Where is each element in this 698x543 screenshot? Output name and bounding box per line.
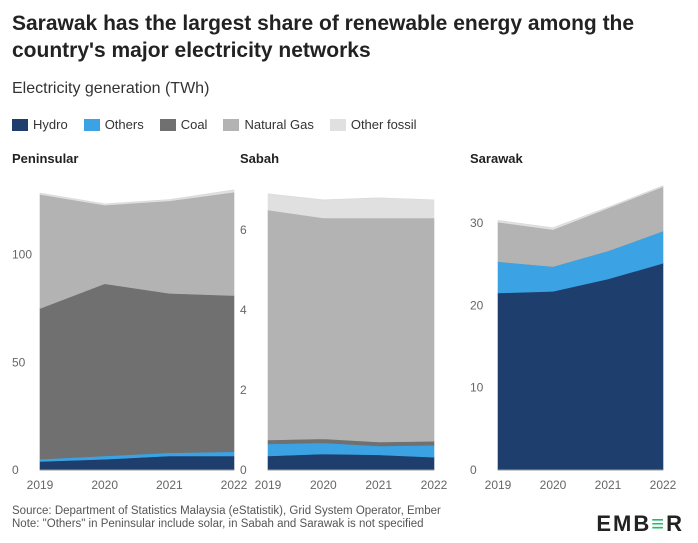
xtick-sabah-2021: 2021 [365,478,392,492]
ytick-peninsular-100: 100 [12,248,32,262]
ytick-sabah-2: 2 [240,383,247,397]
xtick-peninsular-2019: 2019 [27,478,54,492]
legend-item-hydro: Hydro [12,117,68,132]
ytick-sarawak-10: 10 [470,381,484,395]
legend-swatch-coal [159,118,176,131]
ytick-peninsular-0: 0 [12,463,19,477]
legend-swatch-other-fossil [329,118,346,131]
xtick-peninsular-2022: 2022 [221,478,248,492]
legend-label-other-fossil: Other fossil [350,117,417,132]
logo-suffix: R [666,511,684,536]
legend-item-natural-gas: Natural Gas [223,117,314,132]
panel-peninsular: Peninsular 0 50 100 2019 2020 2021 2022 [12,151,248,492]
logo-prefix: EMB [596,511,652,536]
xtick-peninsular-2021: 2021 [156,478,183,492]
xtick-sarawak-2021: 2021 [595,478,622,492]
ember-logo: EMB≡R [596,511,684,537]
ytick-sarawak-0: 0 [470,463,477,477]
source-note: Source: Department of Statistics Malaysi… [12,505,441,517]
xtick-sabah-2022: 2022 [421,478,448,492]
legend-label-others: Others [104,117,144,132]
chart-title: Sarawak has the largest share of renewab… [12,12,635,62]
chart-subtitle: Electricity generation (TWh) [12,80,210,97]
footer: Source: Department of Statistics Malaysi… [12,505,441,531]
area-peninsular-coal [39,283,235,460]
ytick-sarawak-20: 20 [470,298,484,312]
xtick-sabah-2020: 2020 [310,478,337,492]
panel-sabah: Sabah 0 2 4 6 2019 2020 2021 2022 [240,151,448,492]
area-sarawak-hydro [497,262,664,471]
total-line-sarawak [497,185,664,229]
panel-title-sarawak: Sarawak [470,151,524,166]
ytick-sarawak-30: 30 [470,216,484,230]
xtick-sarawak-2020: 2020 [540,478,567,492]
legend-swatch-natural-gas [223,118,240,131]
ytick-sabah-6: 6 [240,223,247,237]
ytick-sabah-4: 4 [240,303,247,317]
legend-label-natural-gas: Natural Gas [244,117,314,132]
legend: Hydro Others Coal Natural Gas Other foss… [12,117,433,132]
panel-title-sabah: Sabah [240,151,279,166]
footnote: Note: "Others" in Peninsular include sol… [12,518,424,530]
legend-item-other-fossil: Other fossil [329,117,417,132]
xtick-sabah-2019: 2019 [255,478,282,492]
legend-label-coal: Coal [180,117,208,132]
legend-swatch-hydro [12,118,28,131]
legend-item-coal: Coal [159,117,208,132]
panel-title-peninsular: Peninsular [12,151,78,166]
legend-swatch-others [83,118,100,131]
xtick-sarawak-2022: 2022 [650,478,677,492]
xtick-sarawak-2019: 2019 [485,478,512,492]
legend-item-others: Others [83,117,144,132]
xtick-peninsular-2020: 2020 [91,478,118,492]
total-line-sabah [267,193,435,201]
legend-label-hydro: Hydro [33,117,68,132]
area-sabah-natural-gas [267,209,435,443]
ytick-sabah-0: 0 [240,463,247,477]
logo-mark: ≡ [651,511,667,536]
panel-sarawak: Sarawak 0 10 20 30 2019 2020 2021 2022 [470,151,677,492]
total-line-peninsular [39,189,235,205]
ytick-peninsular-50: 50 [12,355,26,369]
